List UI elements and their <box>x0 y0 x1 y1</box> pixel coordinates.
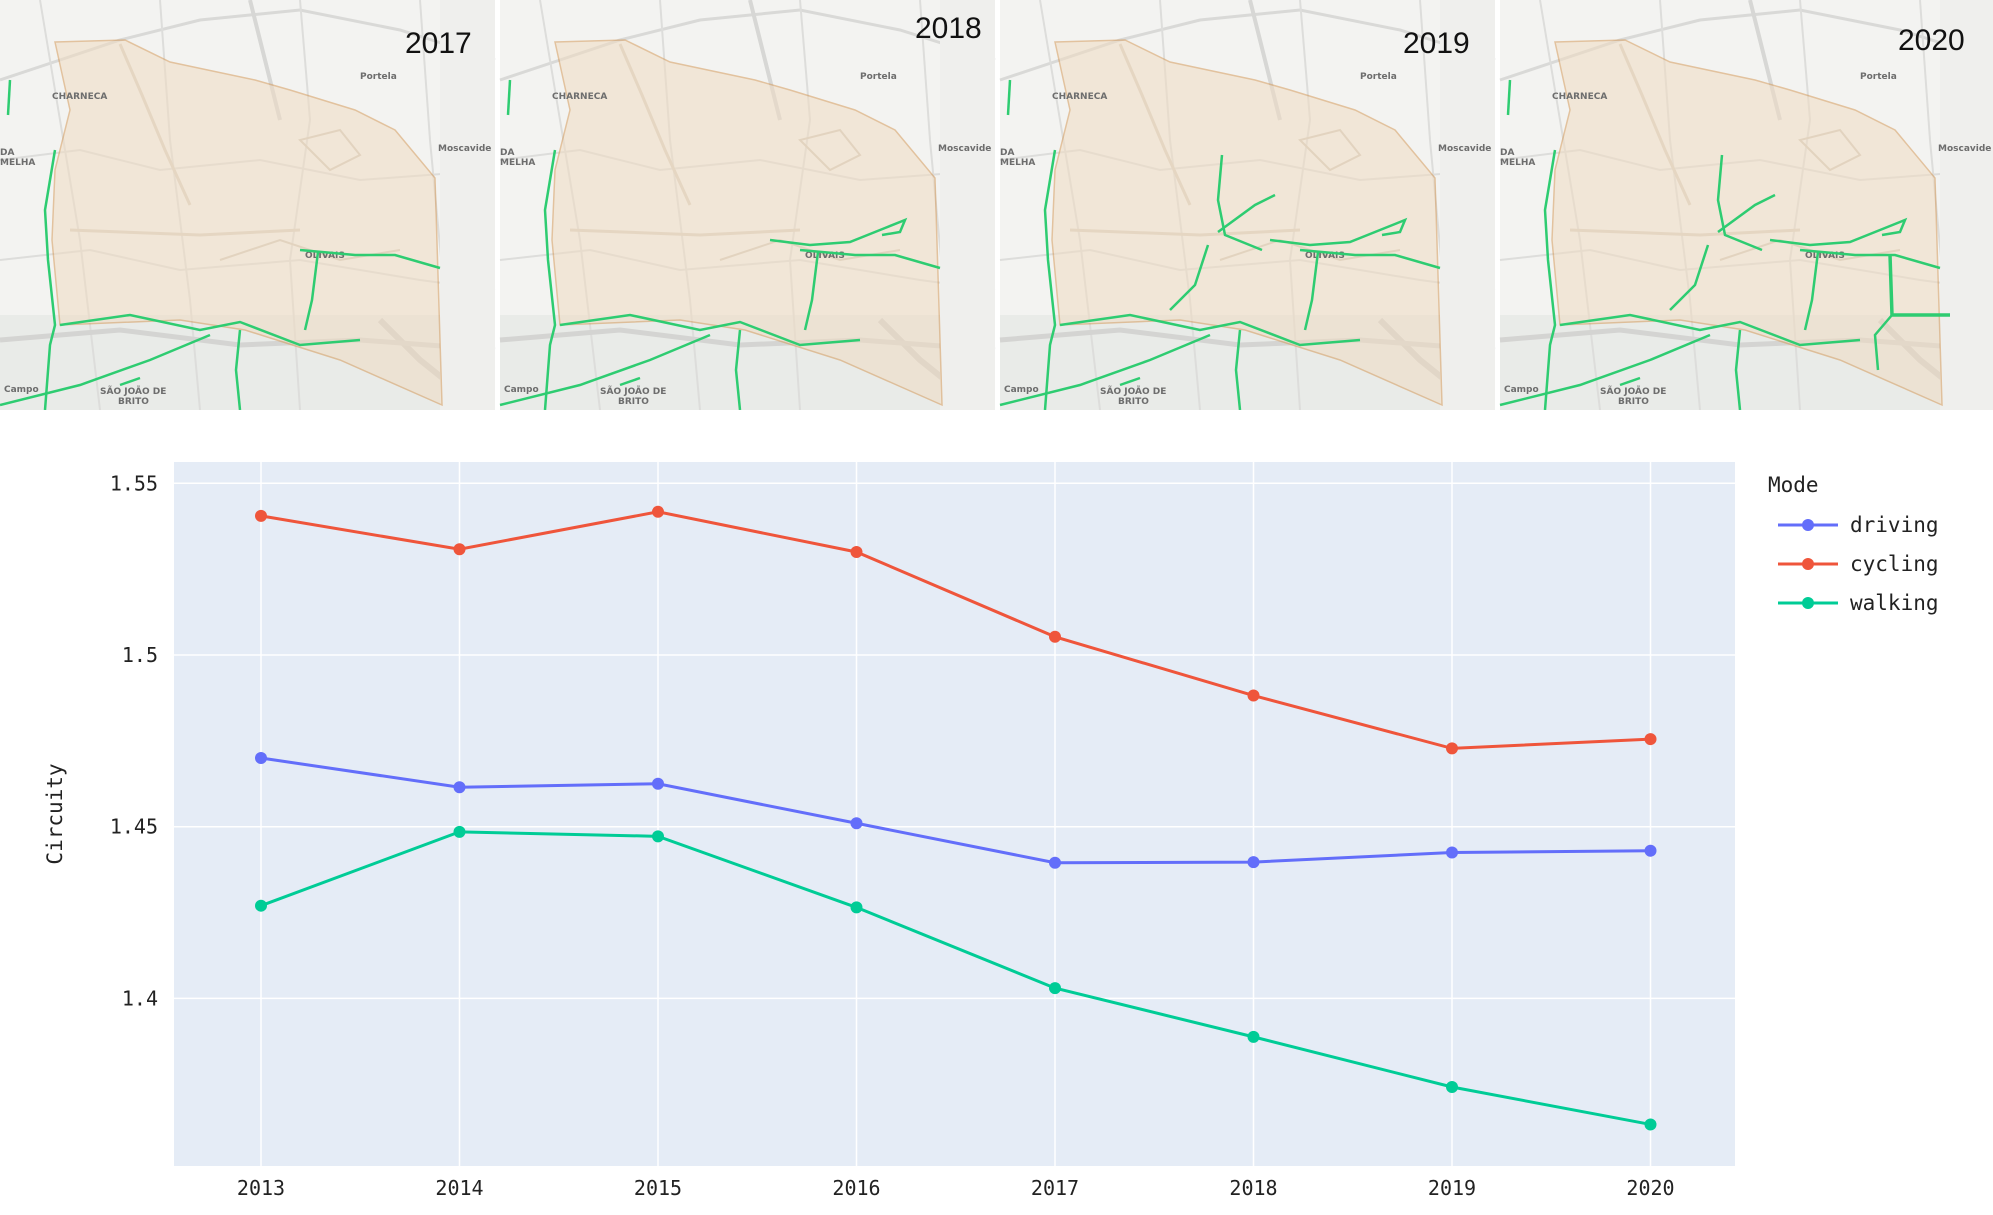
data-point-cycling <box>255 509 267 522</box>
data-point-driving <box>453 781 466 794</box>
data-point-cycling <box>453 543 466 556</box>
circuity-line-chart: 1.41.451.51.55 2013 2014 2015 2016 2017 2018 2… <box>43 462 1939 1200</box>
legend-marker-driving <box>1802 519 1814 531</box>
map-panel-2018: 2018 <box>500 0 995 410</box>
data-point-driving <box>652 777 664 790</box>
series-line-cycling <box>260 510 1651 750</box>
y-tick-labels: 1.4 1.45 1.5 1.55 <box>110 471 158 1010</box>
data-point-driving <box>1049 856 1061 869</box>
map-year-label: 2019 <box>1403 27 1470 60</box>
legend-item-cycling[interactable]: cycling <box>1850 552 1939 576</box>
data-point-walking <box>850 901 863 914</box>
map-panel-2019: 2019 <box>1000 0 1495 410</box>
data-point-walking <box>1446 1081 1458 1094</box>
x-tick-label: 2013 <box>237 1176 285 1200</box>
legend-item-walking[interactable]: walking <box>1850 591 1939 615</box>
series-line-walking <box>260 830 1651 1126</box>
y-tick-label: 1.45 <box>110 815 158 839</box>
legend-title: Mode <box>1768 473 1819 497</box>
series-line-driving <box>260 756 1651 865</box>
data-point-walking <box>1049 982 1061 995</box>
map-year-label: 2018 <box>915 12 982 45</box>
x-tick-label: 2015 <box>634 1176 682 1200</box>
data-point-driving <box>850 817 863 830</box>
data-point-cycling <box>1049 630 1061 643</box>
legend-item-driving[interactable]: driving <box>1850 513 1939 537</box>
data-point-cycling <box>1247 689 1260 702</box>
x-tick-label: 2016 <box>832 1176 880 1200</box>
data-point-walking <box>1247 1030 1260 1043</box>
plot-area <box>174 462 1735 1166</box>
y-tick-label: 1.5 <box>122 643 158 667</box>
series-layer <box>255 505 1657 1131</box>
y-tick-label: 1.55 <box>110 471 158 495</box>
map-panels: CHARNECA Portela Moscavide OLIVAIS SÃO J… <box>0 0 1993 410</box>
data-point-driving <box>1446 846 1458 859</box>
x-tick-label: 2017 <box>1031 1176 1079 1200</box>
data-point-cycling <box>1644 733 1657 746</box>
data-point-cycling <box>652 505 664 518</box>
x-tick-labels: 2013 2014 2015 2016 2017 2018 2019 2020 <box>237 1176 1675 1200</box>
legend-marker-walking <box>1802 597 1814 609</box>
map-panel-2020: 2020 <box>1500 0 1993 410</box>
map-year-label: 2020 <box>1898 24 1965 57</box>
data-point-cycling <box>850 545 863 558</box>
map-year-label: 2017 <box>405 27 472 60</box>
y-tick-label: 1.4 <box>122 986 158 1010</box>
data-point-cycling <box>1446 742 1458 755</box>
data-point-walking <box>1644 1118 1657 1131</box>
gridlines <box>174 462 1735 1166</box>
data-point-driving <box>255 752 267 765</box>
x-tick-label: 2020 <box>1626 1176 1674 1200</box>
data-point-walking <box>453 825 466 838</box>
legend: Mode driving cycling walking <box>1768 473 1939 615</box>
map-panel-2017: 2017 <box>0 0 495 410</box>
data-point-driving <box>1247 856 1260 869</box>
legend-marker-cycling <box>1802 558 1814 570</box>
x-tick-label: 2018 <box>1229 1176 1277 1200</box>
data-point-driving <box>1644 844 1657 857</box>
x-tick-label: 2014 <box>435 1176 483 1200</box>
y-axis-title: Circuity <box>43 763 67 864</box>
data-point-walking <box>652 830 664 843</box>
x-tick-label: 2019 <box>1428 1176 1476 1200</box>
data-point-walking <box>255 899 267 912</box>
